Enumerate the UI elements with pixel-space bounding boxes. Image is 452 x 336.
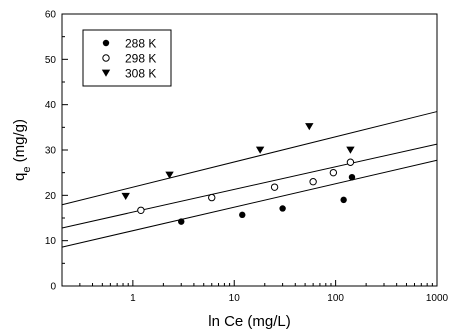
legend-marker xyxy=(101,69,111,77)
data-point xyxy=(178,218,185,225)
y-axis-ticks: 0 10 20 30 40 50 60 xyxy=(45,10,68,293)
fit-line xyxy=(61,143,438,229)
data-point xyxy=(346,146,355,154)
data-point xyxy=(208,193,216,202)
legend-label: 288 K xyxy=(125,37,156,51)
x-axis-ticks: 1 10 100 1000 xyxy=(61,280,449,304)
legend-marker xyxy=(102,39,110,47)
data-point xyxy=(121,192,130,201)
y-axis-title: qe (mg/g) xyxy=(11,119,33,181)
legend-box xyxy=(82,29,172,87)
y-tick-label: 60 xyxy=(45,10,57,21)
y-tick-label: 30 xyxy=(45,146,57,157)
x-axis-title: ln Ce (mg/L) xyxy=(208,313,291,330)
x-tick-label: 1 xyxy=(130,293,136,304)
data-point xyxy=(239,211,246,219)
data-point xyxy=(348,174,356,181)
data-points xyxy=(121,123,356,225)
data-point xyxy=(309,178,317,186)
fit-line xyxy=(61,111,438,206)
y-tick-label: 10 xyxy=(45,236,57,247)
legend-marker xyxy=(102,54,110,62)
data-point xyxy=(270,183,279,191)
fit-line xyxy=(61,159,438,248)
x-tick-label: 10 xyxy=(229,293,241,304)
y-tick-label: 0 xyxy=(50,282,56,293)
x-tick-label: 100 xyxy=(327,293,344,304)
y-axis-title-unit: (mg/g) xyxy=(11,119,28,167)
fit-lines xyxy=(61,111,438,248)
y-axis-title-main: q xyxy=(11,173,28,181)
data-point xyxy=(305,123,314,131)
x-tick-label: 1000 xyxy=(426,293,449,304)
y-tick-label: 40 xyxy=(45,100,57,111)
y-tick-label: 50 xyxy=(45,55,57,66)
data-point xyxy=(165,171,174,179)
legend-label: 298 K xyxy=(125,52,156,66)
data-point xyxy=(279,205,286,212)
data-point xyxy=(340,196,347,204)
y-tick-label: 20 xyxy=(45,191,57,202)
y-axis-title-subscript: e xyxy=(21,167,33,173)
data-point xyxy=(346,158,355,166)
data-point xyxy=(255,146,265,154)
legend-label: 308 K xyxy=(125,67,156,81)
data-point xyxy=(137,206,145,214)
data-point xyxy=(329,168,338,177)
